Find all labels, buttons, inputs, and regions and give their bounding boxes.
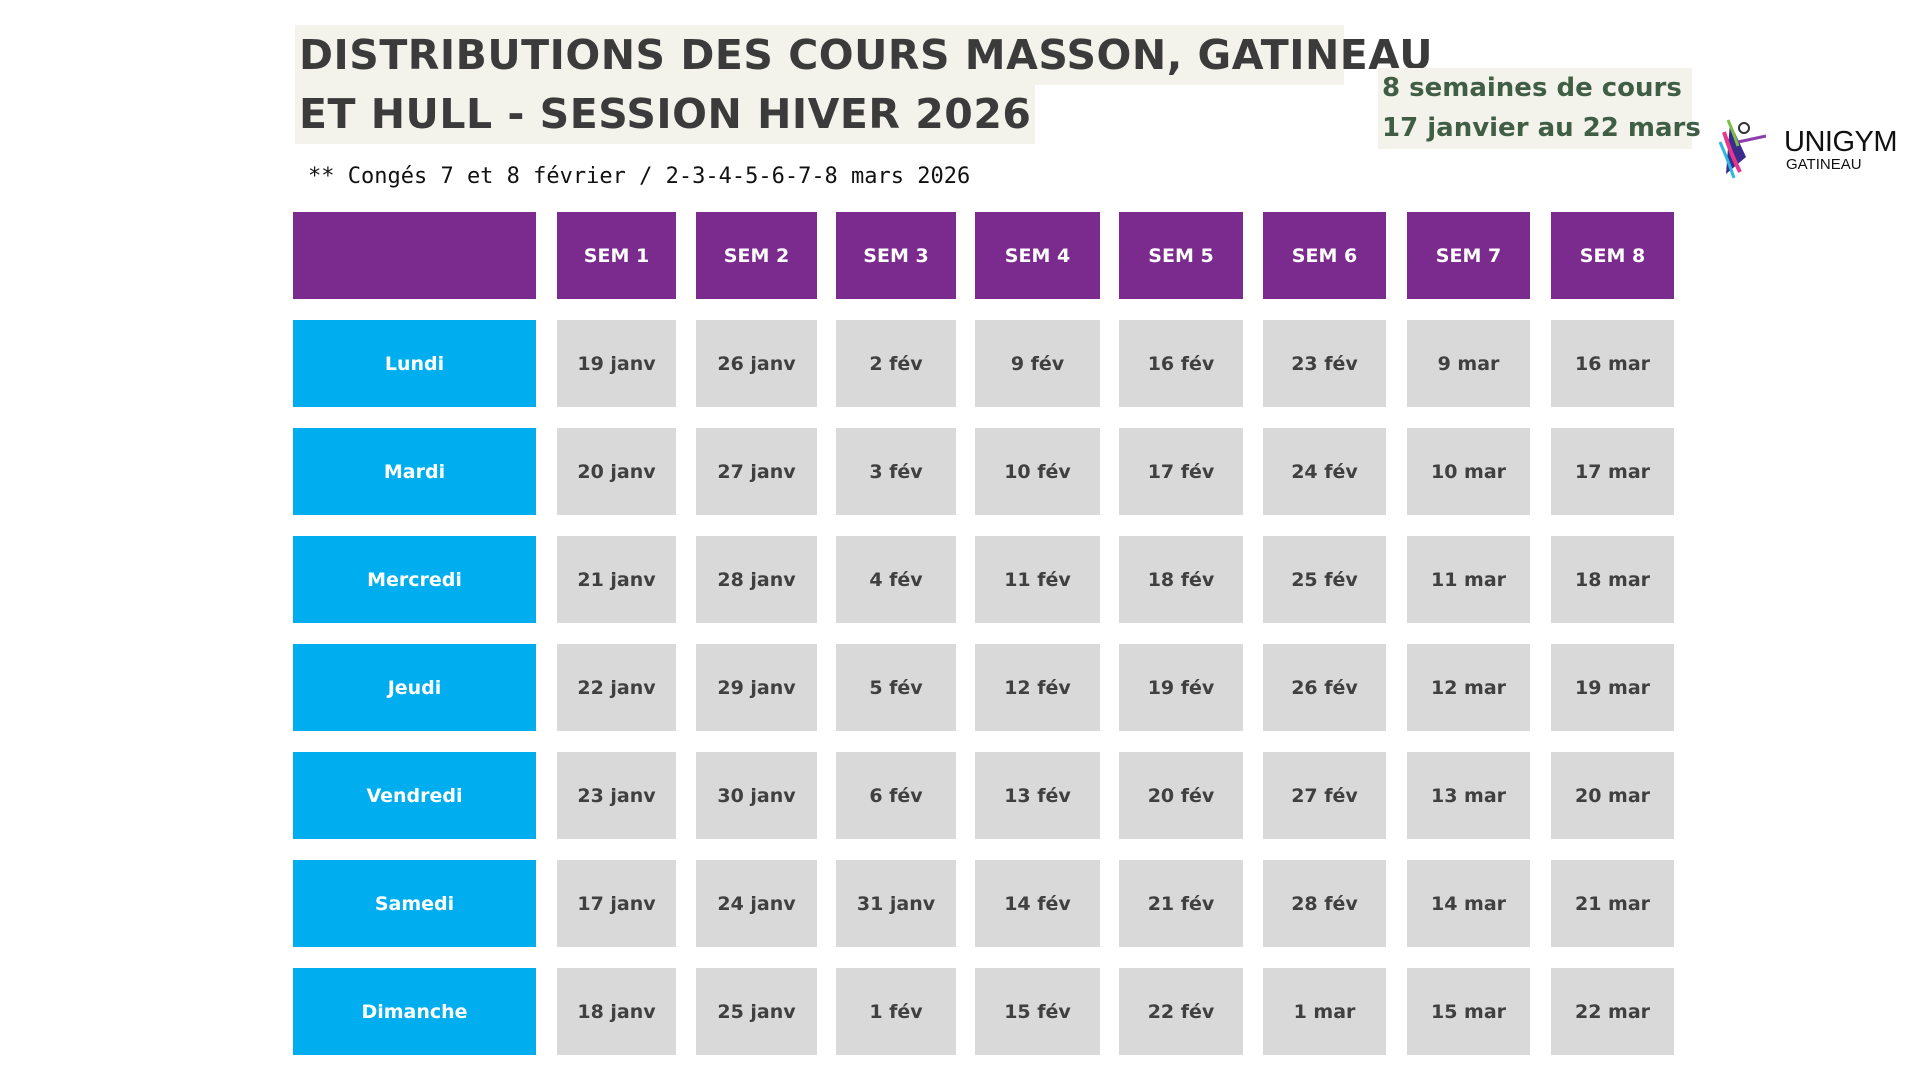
logo-subtitle: GATINEAU [1786, 156, 1862, 173]
date-cell: 22 janv [557, 644, 676, 731]
date-cell: 15 fév [975, 968, 1100, 1055]
day-label: Vendredi [293, 752, 536, 839]
date-cell: 12 mar [1407, 644, 1530, 731]
date-cell: 13 mar [1407, 752, 1530, 839]
date-cell: 24 fév [1263, 428, 1386, 515]
date-cell: 14 fév [975, 860, 1100, 947]
date-cell: 28 fév [1263, 860, 1386, 947]
session-info: 8 semaines de cours 17 janvier au 22 mar… [1378, 68, 1701, 149]
date-cell: 9 fév [975, 320, 1100, 407]
date-cell: 19 janv [557, 320, 676, 407]
date-cell: 13 fév [975, 752, 1100, 839]
date-cell: 30 janv [696, 752, 817, 839]
page-title-line-1: DISTRIBUTIONS DES COURS MASSON, GATINEAU [295, 25, 1433, 85]
date-cell: 14 mar [1407, 860, 1530, 947]
date-cell: 22 mar [1551, 968, 1674, 1055]
unigym-logo: UNIGYM GATINEAU [1716, 112, 1916, 182]
date-cell: 26 janv [696, 320, 817, 407]
date-cell: 18 fév [1119, 536, 1243, 623]
date-cell: 18 janv [557, 968, 676, 1055]
week-header: SEM 8 [1551, 212, 1674, 299]
date-cell: 19 fév [1119, 644, 1243, 731]
date-cell: 21 janv [557, 536, 676, 623]
date-cell: 10 mar [1407, 428, 1530, 515]
session-dates: 17 janvier au 22 mars [1382, 113, 1701, 143]
week-header: SEM 6 [1263, 212, 1386, 299]
date-cell: 5 fév [836, 644, 956, 731]
date-cell: 2 fév [836, 320, 956, 407]
date-cell: 9 mar [1407, 320, 1530, 407]
day-label: Jeudi [293, 644, 536, 731]
date-cell: 1 fév [836, 968, 956, 1055]
week-header: SEM 5 [1119, 212, 1243, 299]
day-label: Lundi [293, 320, 536, 407]
date-cell: 20 fév [1119, 752, 1243, 839]
gymnast-logo-icon [1718, 119, 1767, 179]
week-header: SEM 3 [836, 212, 956, 299]
week-header: SEM 4 [975, 212, 1100, 299]
date-cell: 3 fév [836, 428, 956, 515]
date-cell: 10 fév [975, 428, 1100, 515]
day-label: Samedi [293, 860, 536, 947]
date-cell: 20 mar [1551, 752, 1674, 839]
date-cell: 23 fév [1263, 320, 1386, 407]
week-header: SEM 2 [696, 212, 817, 299]
day-label: Dimanche [293, 968, 536, 1055]
date-cell: 17 janv [557, 860, 676, 947]
date-cell: 25 fév [1263, 536, 1386, 623]
day-label: Mardi [293, 428, 536, 515]
day-label: Mercredi [293, 536, 536, 623]
date-cell: 19 mar [1551, 644, 1674, 731]
date-cell: 16 fév [1119, 320, 1243, 407]
header-corner-cell [293, 212, 536, 299]
date-cell: 16 mar [1551, 320, 1674, 407]
date-cell: 15 mar [1407, 968, 1530, 1055]
date-cell: 20 janv [557, 428, 676, 515]
date-cell: 18 mar [1551, 536, 1674, 623]
date-cell: 17 fév [1119, 428, 1243, 515]
date-cell: 6 fév [836, 752, 956, 839]
date-cell: 11 mar [1407, 536, 1530, 623]
session-weeks: 8 semaines de cours [1382, 73, 1682, 103]
date-cell: 21 fév [1119, 860, 1243, 947]
date-cell: 17 mar [1551, 428, 1674, 515]
date-cell: 27 fév [1263, 752, 1386, 839]
week-header: SEM 1 [557, 212, 676, 299]
page-title-line-2: ET HULL - SESSION HIVER 2026 [295, 84, 1036, 144]
date-cell: 12 fév [975, 644, 1100, 731]
date-cell: 29 janv [696, 644, 817, 731]
date-cell: 24 janv [696, 860, 817, 947]
date-cell: 1 mar [1263, 968, 1386, 1055]
date-cell: 28 janv [696, 536, 817, 623]
holiday-note: ** Congés 7 et 8 février / 2-3-4-5-6-7-8… [308, 164, 971, 189]
date-cell: 23 janv [557, 752, 676, 839]
date-cell: 25 janv [696, 968, 817, 1055]
date-cell: 21 mar [1551, 860, 1674, 947]
logo-name: UNIGYM [1784, 126, 1898, 158]
date-cell: 11 fév [975, 536, 1100, 623]
date-cell: 31 janv [836, 860, 956, 947]
date-cell: 4 fév [836, 536, 956, 623]
week-header: SEM 7 [1407, 212, 1530, 299]
date-cell: 27 janv [696, 428, 817, 515]
date-cell: 26 fév [1263, 644, 1386, 731]
date-cell: 22 fév [1119, 968, 1243, 1055]
